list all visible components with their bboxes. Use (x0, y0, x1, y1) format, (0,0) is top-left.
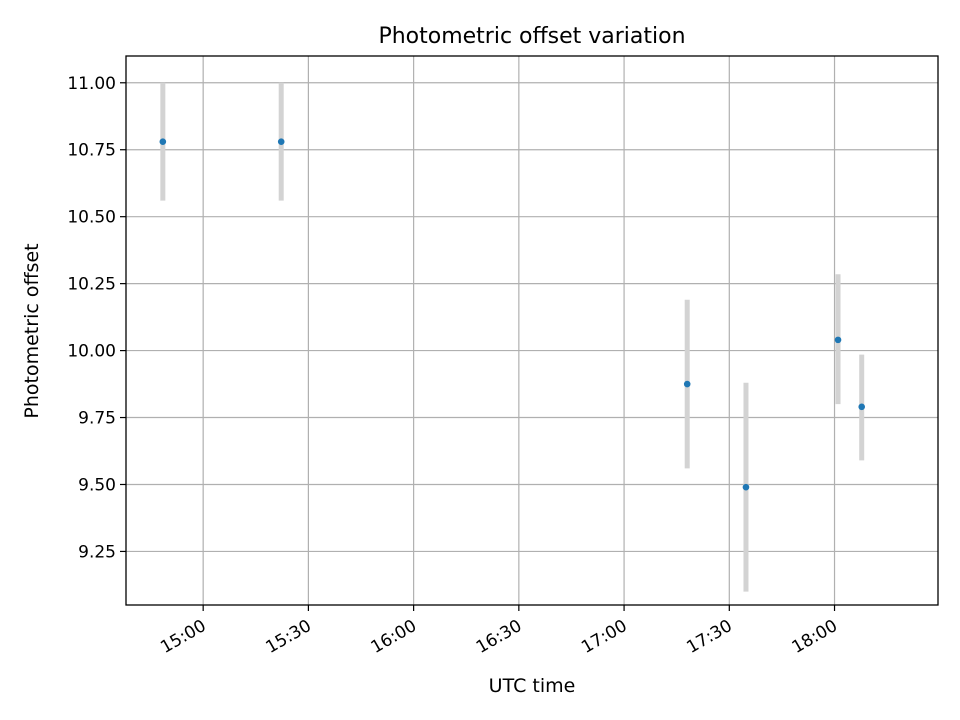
x-tick-label: 16:00 (368, 616, 420, 658)
y-tick-label: 10.25 (67, 275, 116, 295)
data-point (683, 380, 691, 388)
x-tick-label: 17:30 (683, 616, 735, 658)
data-point (858, 403, 866, 411)
y-tick-label: 10.00 (67, 342, 116, 362)
data-point (742, 483, 750, 491)
x-tick-label: 17:00 (578, 616, 630, 658)
y-axis-label: Photometric offset (21, 243, 43, 418)
x-tick-label: 15:00 (157, 616, 209, 658)
y-tick-label: 11.00 (67, 74, 116, 94)
data-point (277, 138, 285, 145)
data-point (834, 336, 842, 344)
x-tick-label: 16:30 (473, 616, 525, 658)
data-point (159, 138, 167, 145)
x-tick-label: 18:00 (789, 616, 841, 658)
chart-title: Photometric offset variation (378, 24, 685, 49)
error-bars (160, 82, 865, 592)
x-axis-label: UTC time (489, 675, 576, 697)
axis-ticks: 15:00 15:30 16:00 16:30 17:00 17:30 18:00 9.25 9… (67, 74, 841, 658)
y-tick-label: 9.50 (78, 475, 116, 495)
y-tick-label: 9.25 (78, 542, 116, 562)
grid (126, 56, 938, 605)
data-points (159, 138, 866, 491)
y-tick-label: 10.50 (67, 208, 116, 228)
x-tick-label: 15:30 (262, 616, 314, 658)
plot-frame (125, 55, 939, 606)
y-tick-label: 10.75 (67, 141, 116, 161)
y-tick-label: 9.75 (78, 409, 116, 429)
